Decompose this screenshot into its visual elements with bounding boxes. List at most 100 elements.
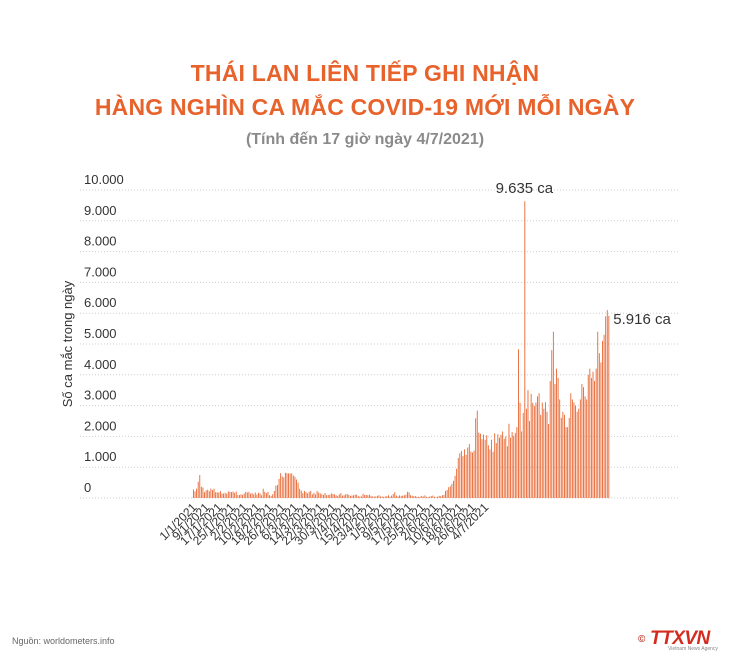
bar	[435, 497, 437, 498]
bar	[529, 421, 531, 498]
bar	[327, 494, 329, 498]
bar	[380, 496, 381, 498]
bar	[586, 399, 588, 498]
bar	[321, 494, 323, 498]
bar	[318, 492, 320, 498]
bar	[527, 390, 529, 498]
bar	[408, 492, 410, 498]
bar	[343, 495, 345, 498]
bar	[430, 496, 432, 498]
bar	[530, 393, 532, 498]
bar	[551, 350, 553, 498]
bar	[518, 349, 519, 498]
bar	[472, 452, 473, 498]
bar	[362, 493, 364, 498]
bar	[434, 496, 435, 498]
bar	[319, 493, 321, 498]
y-tick-label: 5.000	[84, 326, 117, 341]
bar	[540, 414, 542, 498]
bar	[296, 479, 297, 498]
bar	[289, 473, 291, 498]
bar	[364, 494, 366, 498]
y-tick-label: 2.000	[84, 418, 117, 433]
bar	[492, 451, 494, 498]
bar	[457, 457, 459, 498]
bar	[238, 495, 240, 498]
bar	[565, 427, 567, 498]
bar	[292, 475, 294, 498]
bar	[310, 490, 312, 498]
bar	[373, 496, 375, 498]
bar	[323, 494, 324, 498]
bar	[465, 454, 467, 498]
bar	[548, 424, 550, 498]
bar	[234, 492, 236, 498]
bar	[329, 494, 331, 498]
bar	[240, 494, 242, 498]
bar	[476, 410, 478, 498]
bar	[258, 492, 259, 498]
bar	[397, 496, 399, 498]
bar	[326, 495, 328, 498]
bar	[254, 492, 256, 498]
bar	[590, 377, 592, 498]
bar	[462, 456, 464, 498]
bar	[261, 495, 263, 498]
bar	[411, 495, 413, 498]
bar	[219, 491, 221, 498]
bar	[483, 434, 485, 498]
bar	[456, 468, 458, 498]
bar	[598, 353, 600, 498]
bar	[454, 475, 456, 498]
bar	[253, 494, 255, 498]
bar	[403, 495, 405, 498]
bar	[541, 402, 543, 498]
bar	[513, 435, 515, 498]
bar	[497, 434, 499, 498]
y-tick-label: 9.000	[84, 203, 117, 218]
bar	[332, 494, 334, 498]
bar	[502, 431, 504, 498]
bar	[226, 493, 228, 498]
bar	[367, 495, 369, 498]
bar	[337, 495, 339, 498]
bar	[597, 331, 599, 498]
bar	[556, 368, 557, 498]
bar	[215, 492, 217, 498]
bar	[426, 496, 427, 498]
bar	[424, 495, 426, 498]
copyright-icon: ©	[638, 634, 646, 645]
bar	[384, 496, 386, 498]
bar	[303, 490, 305, 498]
y-tick-label: 6.000	[84, 295, 117, 310]
bar	[506, 446, 508, 498]
bar	[193, 489, 194, 498]
bar	[281, 476, 283, 498]
bar	[524, 201, 526, 499]
bar	[256, 494, 258, 498]
y-tick-label: 3.000	[84, 388, 117, 403]
bar	[394, 492, 396, 498]
bar	[351, 495, 353, 498]
bar	[229, 491, 231, 498]
bar	[500, 434, 502, 498]
bar	[199, 475, 201, 498]
bar	[499, 437, 500, 498]
bar	[340, 493, 342, 498]
bar	[533, 405, 535, 498]
bar	[243, 493, 245, 498]
bar	[277, 485, 278, 498]
bar	[338, 494, 340, 498]
bar	[522, 412, 524, 498]
bar	[342, 495, 343, 498]
bar	[202, 487, 204, 498]
bar	[372, 496, 374, 498]
y-axis-label: Số ca mắc trong ngày	[60, 280, 75, 407]
bar	[554, 384, 556, 498]
bar	[216, 492, 218, 498]
annotation-last-label: 5.916 ca	[613, 311, 671, 328]
bar	[473, 450, 475, 498]
bar	[335, 495, 337, 498]
bar	[353, 495, 355, 498]
bar	[453, 480, 454, 498]
